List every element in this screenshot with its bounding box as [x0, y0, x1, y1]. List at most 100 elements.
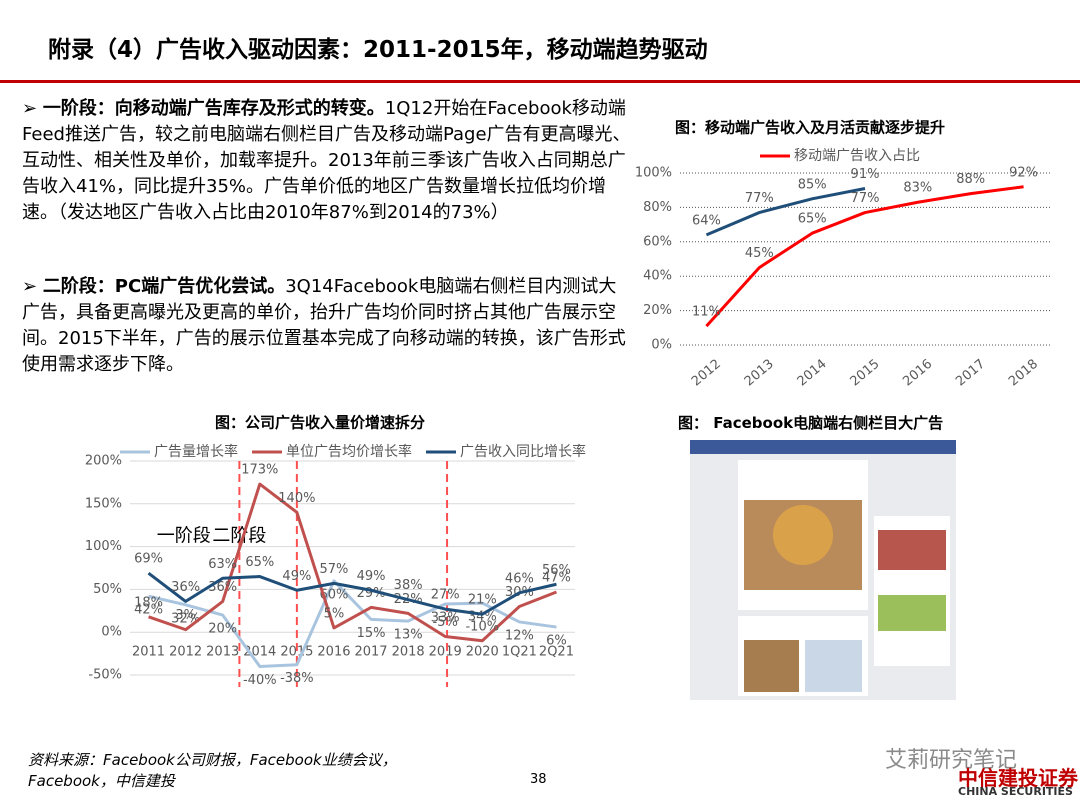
chart-title: 图：公司广告收入量价增速拆分 [215, 414, 425, 432]
y-tick-label: 0% [651, 338, 672, 353]
screenshot-bar [690, 440, 956, 454]
series-line [148, 482, 558, 643]
page-number: 38 [530, 772, 547, 787]
data-label: 77% [745, 191, 774, 206]
feed-photo [805, 640, 862, 692]
data-label: 36% [208, 580, 237, 595]
data-label: 65% [798, 212, 827, 227]
x-tick-label: 2019 [429, 645, 462, 660]
data-label: 33% [431, 610, 460, 625]
data-label: 42% [134, 603, 163, 618]
data-label: 77% [851, 191, 880, 206]
x-tick-label: 2017 [953, 357, 988, 390]
y-tick-label: 20% [643, 303, 672, 318]
data-label: 15% [357, 626, 386, 641]
data-label: 46% [505, 571, 534, 586]
data-label: 92% [1009, 165, 1038, 180]
ad-photo [878, 595, 946, 631]
y-tick-label: 50% [93, 582, 122, 597]
x-tick-label: 1Q21 [502, 645, 537, 660]
data-label: -40% [243, 673, 277, 688]
watermark: 艾莉研究笔记 [885, 748, 1018, 773]
data-label: 64% [692, 213, 721, 228]
x-tick-label: 2016 [900, 357, 935, 390]
x-tick-label: 2018 [392, 645, 425, 660]
feed-photo [744, 640, 799, 692]
data-label: 47% [542, 570, 571, 585]
data-label: 56% [542, 563, 571, 578]
x-tick-label: 2020 [466, 645, 499, 660]
data-label: 88% [956, 172, 985, 187]
data-label: 49% [282, 569, 311, 584]
legend-label: 广告量增长率 [154, 443, 238, 460]
series-line [147, 571, 557, 616]
data-label: 5% [324, 606, 345, 621]
y-tick-label: 100% [635, 166, 672, 181]
data-label: 49% [357, 569, 386, 584]
data-label: 140% [278, 491, 315, 506]
x-tick-label: 2016 [317, 645, 350, 660]
data-label: 21% [468, 593, 497, 608]
y-tick-label: 200% [85, 454, 122, 469]
bullet-text: 3Q14Facebook电脑端右侧栏目内测试大广告，具备更高曝光及更高的单价，抬… [22, 276, 626, 375]
x-tick-label: 2014 [795, 357, 830, 390]
data-label: 3% [175, 608, 196, 623]
legend-label: 广告收入同比增长率 [460, 443, 586, 460]
x-tick-label: 2Q21 [539, 645, 574, 660]
data-label: 12% [505, 628, 534, 643]
bullet-text: 1Q12开始在Facebook移动端Feed推送广告，较之前电脑端右侧栏目广告及… [22, 98, 631, 223]
x-tick-label: 2017 [354, 645, 387, 660]
series-line [705, 187, 866, 237]
bullet-lead: 二阶段：PC端广告优化尝试。 [42, 276, 286, 297]
data-label: 13% [394, 628, 423, 643]
chart: 图：公司广告收入量价增速拆分 -50% 0% 50% 100% 150% 200% 2011 2… [85, 414, 586, 688]
logo-en: CHINA SECURITIES [958, 785, 1073, 798]
y-tick-label: 60% [643, 234, 672, 249]
source-note: 资料来源：Facebook公司财报，Facebook业绩会议，Facebook，… [28, 751, 397, 790]
y-tick-label: 150% [85, 496, 122, 511]
x-tick-label: 2013 [206, 645, 239, 660]
annotation: 一阶段 [157, 526, 211, 547]
annotation: 二阶段 [212, 526, 266, 547]
series-line [705, 185, 1024, 328]
x-tick-label: 2011 [132, 645, 165, 660]
data-label: 45% [745, 246, 774, 261]
x-tick-label: 2013 [742, 357, 777, 390]
data-label: 11% [692, 305, 721, 320]
image-caption: 图： Facebook电脑端右侧栏目大广告 [678, 414, 944, 432]
x-tick-label: 2012 [689, 357, 724, 390]
data-label: 60% [320, 587, 349, 602]
legend-label: 移动端广告收入占比 [794, 148, 920, 164]
logo: 中信建投证券 [958, 766, 1078, 790]
data-label: 63% [208, 557, 237, 572]
data-label: 36% [171, 580, 200, 595]
bullet: ➢ 一阶段：向移动端广告库存及形式的转变。1Q12开始在Facebook移动端F… [22, 98, 631, 223]
slide-title: 附录（4）广告收入驱动因素：2011-2015年，移动端趋势驱动 [48, 37, 708, 63]
y-tick-label: 80% [643, 200, 672, 215]
x-tick-label: 2018 [1006, 357, 1041, 390]
ad-photo [878, 530, 946, 570]
y-tick-label: -50% [88, 668, 122, 683]
data-label: 27% [431, 588, 460, 603]
chart-title: 图：移动端广告收入及月活贡献逐步提升 [675, 119, 945, 137]
bullet-lead: 一阶段：向移动端广告库存及形式的转变。 [42, 98, 385, 119]
data-label: 91% [851, 167, 880, 182]
y-tick-label: 100% [85, 539, 122, 554]
x-tick-label: 2012 [169, 645, 202, 660]
x-tick-label: 2015 [848, 357, 883, 390]
data-label: 18% [134, 595, 163, 610]
ad-screenshot [690, 440, 956, 700]
legend-label: 单位广告均价增长率 [286, 443, 412, 460]
data-label: 173% [241, 463, 278, 478]
data-label: 20% [208, 622, 237, 637]
series-line [148, 579, 557, 668]
data-label: -38% [280, 671, 314, 686]
data-label: -10% [465, 619, 499, 634]
title-rule [0, 80, 1080, 83]
data-label: 6% [546, 634, 567, 649]
y-tick-label: 0% [101, 625, 122, 640]
feed-photo-detail [773, 505, 833, 565]
data-label: 57% [320, 562, 349, 577]
data-label: 65% [245, 555, 274, 570]
